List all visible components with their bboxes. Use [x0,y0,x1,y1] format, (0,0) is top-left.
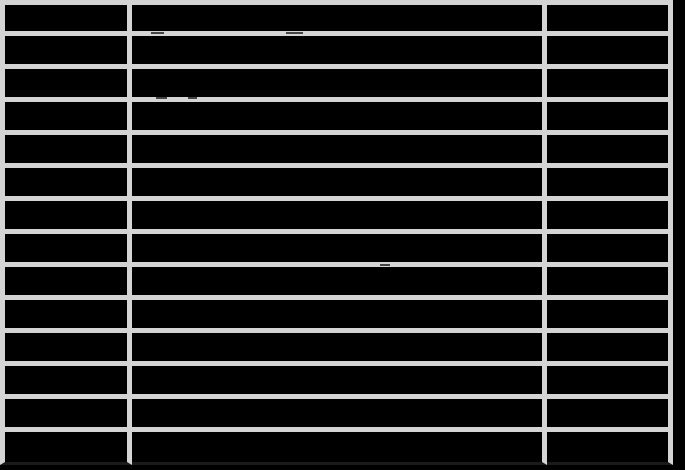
table-row[interactable] [0,69,673,102]
table-cell-col-c[interactable] [547,102,673,135]
table-cell-col-b[interactable] [131,399,548,432]
table-cell-col-b[interactable] [131,267,548,300]
table-row[interactable] [0,36,673,69]
table-row[interactable] [0,432,673,465]
table-cell-col-a[interactable] [0,102,132,135]
table-cell-col-b[interactable] [131,0,548,36]
table-cell-col-c[interactable] [547,399,673,432]
table-cell-col-a[interactable] [0,234,132,267]
table-cell-col-c[interactable] [547,201,673,234]
table-row[interactable] [0,399,673,432]
table-cell-col-c[interactable] [547,135,673,168]
table-cell-col-b[interactable] [131,366,548,399]
table-cell-col-c[interactable] [547,69,673,102]
table-cell-col-a[interactable] [0,168,132,201]
table-row[interactable] [0,333,673,366]
redacted-table [0,0,673,465]
table-cell-col-c[interactable] [547,432,673,465]
table-cell-col-c[interactable] [547,333,673,366]
table-cell-col-c[interactable] [547,36,673,69]
table-cell-col-b[interactable] [131,168,548,201]
table-cell-col-c[interactable] [547,300,673,333]
table-cell-col-b[interactable] [131,135,548,168]
table-cell-col-b[interactable] [131,201,548,234]
table-cell-col-a[interactable] [0,333,132,366]
table-row[interactable] [0,201,673,234]
table-cell-col-a[interactable] [0,399,132,432]
table-row[interactable] [0,0,673,36]
table-cell-col-a[interactable] [0,267,132,300]
table-row[interactable] [0,234,673,267]
table-row[interactable] [0,135,673,168]
table-cell-col-b[interactable] [131,36,548,69]
table-cell-col-c[interactable] [547,234,673,267]
table-cell-col-a[interactable] [0,69,132,102]
table-cell-col-c[interactable] [547,366,673,399]
table-cell-col-b[interactable] [131,300,548,333]
table-cell-col-a[interactable] [0,366,132,399]
table-cell-col-b[interactable] [131,102,548,135]
table-row[interactable] [0,300,673,333]
table-row[interactable] [0,168,673,201]
table-body [0,0,673,465]
table-cell-col-c[interactable] [547,0,673,36]
table-cell-col-a[interactable] [0,432,132,465]
table-cell-col-b[interactable] [131,333,548,366]
table-cell-col-b[interactable] [131,432,548,465]
table-cell-col-b[interactable] [131,234,548,267]
table-cell-col-b[interactable] [131,69,548,102]
table-cell-col-a[interactable] [0,300,132,333]
table-cell-col-c[interactable] [547,267,673,300]
table-cell-col-a[interactable] [0,36,132,69]
table-row[interactable] [0,102,673,135]
table-cell-col-a[interactable] [0,0,132,36]
table-cell-col-a[interactable] [0,201,132,234]
table-cell-col-c[interactable] [547,168,673,201]
table-row[interactable] [0,267,673,300]
table-row[interactable] [0,366,673,399]
table-cell-col-a[interactable] [0,135,132,168]
